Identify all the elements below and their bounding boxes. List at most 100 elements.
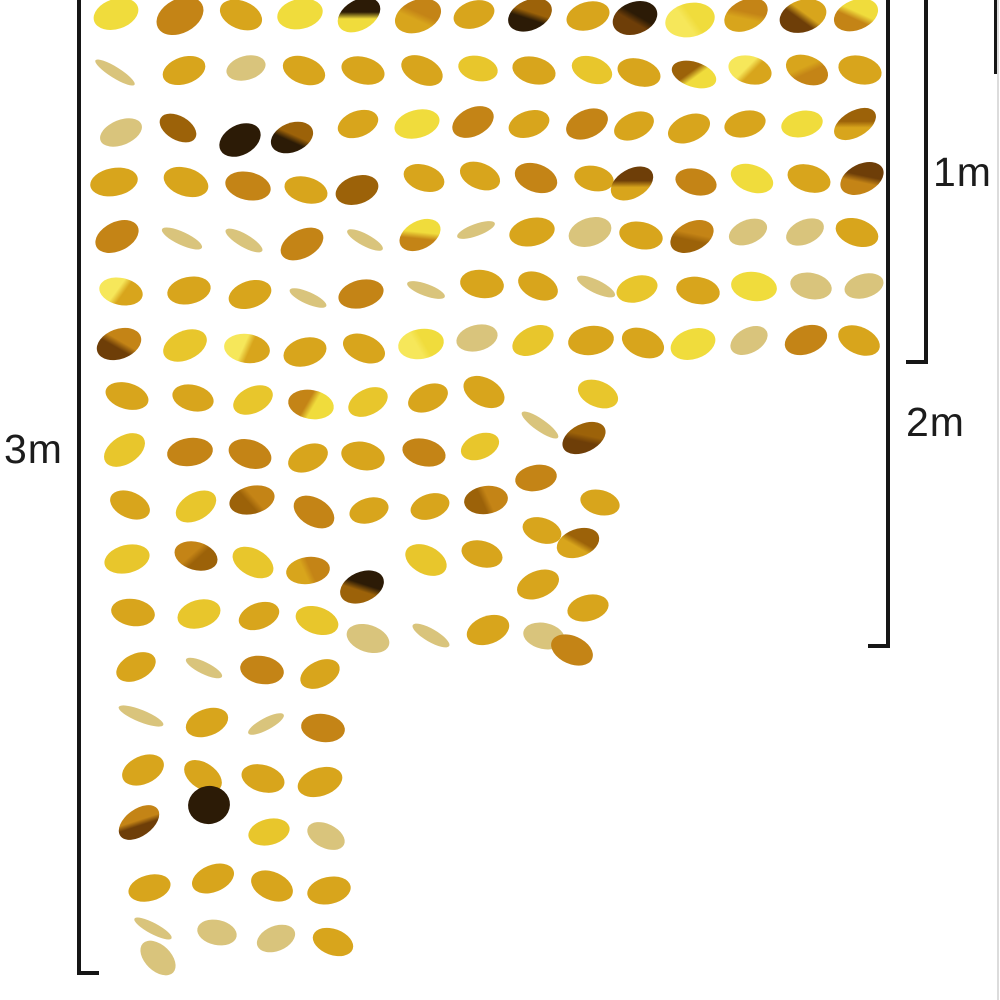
garland-disc [238,758,288,798]
garland-disc [614,52,664,92]
garland-disc [399,433,449,471]
garland-disc [252,918,300,958]
garland-disc [829,0,883,38]
label-2m: 2m [906,399,965,445]
garland-disc [564,211,616,253]
garland-disc [562,0,614,36]
garland-disc [164,272,214,308]
garland-disc [506,213,558,251]
garland-disc [89,212,145,260]
garland-disc [117,748,169,792]
garland-disc [287,284,329,312]
garland-disc [787,268,835,304]
garland-disc [407,487,453,525]
garland-disc [507,318,559,362]
garland-disc [284,553,332,587]
garland-disc [828,101,882,147]
garland-disc [577,485,623,519]
garland-disc [781,212,829,252]
garland-disc [170,483,222,529]
garland-disc [502,0,558,39]
label-1m: 1m [933,149,992,195]
garland-disc [663,107,715,149]
garland-disc [673,272,723,308]
garland-disc [279,332,331,372]
garland-disc [509,51,559,89]
garland-disc [725,50,775,90]
garland-disc [617,321,669,365]
garland-disc [834,154,890,202]
garland-disc [564,590,612,626]
garland-disc [224,274,276,314]
garland-disc [97,426,151,474]
garland-disc [662,0,718,42]
measure-foot-3m [77,971,99,975]
garland-disc [664,212,720,260]
garland-disc [234,596,284,636]
garland-disc [92,55,138,89]
garland-disc [227,539,279,585]
garland-disc [159,161,213,203]
garland-disc [105,484,155,526]
garland-disc [616,217,666,253]
garland-disc [403,377,453,419]
garland-disc [95,112,147,152]
garland-disc [833,318,885,362]
garland-disc [449,0,499,34]
garland-disc [154,107,202,149]
garland-disc [395,325,447,363]
garland-disc [245,814,293,850]
garland-disc [109,595,157,629]
garland-disc [187,857,239,899]
garland-disc [613,270,661,308]
garland-disc [223,51,269,85]
garland-disc [228,379,278,421]
garland-disc [111,646,161,688]
garland-disc [561,102,613,146]
garland-disc [133,934,183,982]
garland-disc [274,0,326,34]
garland-disc [169,380,217,416]
garland-disc [183,653,225,683]
garland-disc [729,268,779,304]
garland-disc [185,782,233,828]
garland-disc [458,535,506,573]
garland-disc [173,594,225,634]
garland-disc [455,156,505,196]
garland-disc [778,106,826,142]
garland-disc [346,492,392,528]
measure-line-3m [77,0,81,975]
garland-disc [394,212,446,258]
garland-disc [668,55,720,93]
garland-disc [275,220,329,268]
garland-disc [170,536,222,576]
label-3m: 3m [4,426,63,472]
garland-disc [396,48,448,92]
garland-disc [224,433,276,475]
garland-disc [510,157,562,199]
garland-disc [237,652,287,688]
garland-disc [245,709,287,739]
garland-disc [213,116,267,164]
garland-disc [557,415,611,461]
garland-disc [775,0,831,39]
garland-disc [841,268,887,304]
garland-disc [566,322,616,358]
garland-disc [283,437,333,479]
garland-disc [343,381,393,423]
garland-disc [287,488,341,536]
garland-disc [409,618,453,652]
garland-disc [291,600,343,640]
garland-disc [455,217,497,243]
garland-disc [835,51,885,89]
garland-disc [573,374,623,414]
garland-disc [112,797,166,847]
garland-disc [609,105,659,147]
garland-disc [304,872,354,908]
garland-disc [246,864,298,908]
garland-disc [334,563,390,611]
measure-line-2m [886,0,890,648]
edge-line-segment [994,0,997,74]
garland-disc [266,115,318,159]
